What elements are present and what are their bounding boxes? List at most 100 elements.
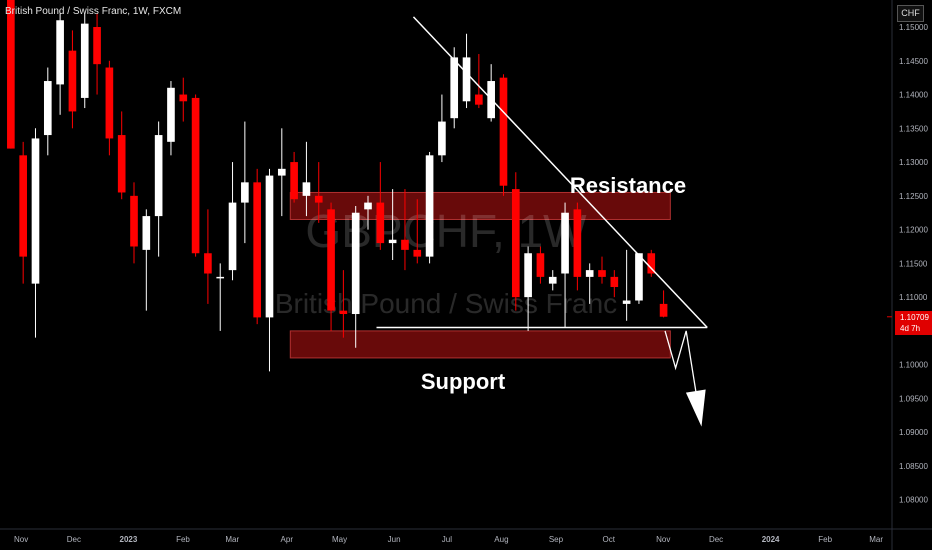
candle xyxy=(241,121,249,244)
candle-body xyxy=(31,138,40,284)
candle-body xyxy=(635,253,643,301)
price-tick-label: 1.13000 xyxy=(899,158,928,167)
candle-body xyxy=(401,239,409,250)
candle xyxy=(105,60,114,156)
candle xyxy=(179,77,188,122)
support-label: Support xyxy=(421,369,506,394)
candle-body xyxy=(290,162,298,200)
candle-body xyxy=(462,57,471,102)
candle-body xyxy=(585,270,594,277)
candle-body xyxy=(43,81,52,136)
candle xyxy=(302,141,311,217)
candle xyxy=(204,209,212,304)
projection-path xyxy=(664,330,701,419)
resistance-label: Resistance xyxy=(570,173,686,198)
candles-layer xyxy=(7,0,668,372)
last-price-value: 1.10709 xyxy=(900,312,929,322)
candle xyxy=(364,195,372,230)
candle xyxy=(536,246,545,284)
price-tick-label: 1.12500 xyxy=(899,192,928,201)
candle-body xyxy=(7,0,15,149)
candle-body xyxy=(499,77,508,186)
price-tick-label: 1.08500 xyxy=(899,462,928,471)
candle-body xyxy=(277,168,286,176)
candle xyxy=(80,13,89,109)
candle xyxy=(548,270,557,291)
candle xyxy=(167,81,175,156)
watermark-name: British Pound / Swiss Franc xyxy=(275,288,617,319)
candle-body xyxy=(511,189,520,298)
time-axis[interactable]: Nov Dec 2023 Feb Mar Apr May Jun Jul Aug Sep Oct Nov… xyxy=(0,528,932,544)
candle-body xyxy=(314,195,323,203)
candle xyxy=(511,172,520,311)
candle-body xyxy=(425,155,434,257)
candle-body xyxy=(573,209,582,277)
candle xyxy=(290,151,298,203)
candle xyxy=(277,128,286,217)
candle-body xyxy=(228,202,237,271)
time-tick-label: Dec xyxy=(709,535,723,544)
symbol-name: British Pound / Swiss Franc xyxy=(5,6,128,17)
candle-body xyxy=(475,94,483,105)
time-tick-label: Jul xyxy=(442,535,452,544)
time-tick-label: Nov xyxy=(656,535,670,544)
candle xyxy=(524,246,532,331)
exchange-label: FXCM xyxy=(152,6,182,17)
currency-badge[interactable]: CHF xyxy=(897,5,924,22)
candle xyxy=(487,64,495,122)
time-tick-label: Apr xyxy=(281,535,294,544)
time-tick-label: Sep xyxy=(549,535,564,544)
candle xyxy=(647,249,656,277)
interval-label[interactable]: 1W xyxy=(132,6,148,17)
candle xyxy=(585,263,594,304)
candle-body xyxy=(327,209,335,311)
candle-body xyxy=(56,20,64,85)
chart-header: British Pound / Swiss Franc, 1W, FXCM xyxy=(5,6,182,17)
candle xyxy=(425,151,434,264)
time-tick-label: Jun xyxy=(388,535,401,544)
candle xyxy=(499,74,508,196)
candle xyxy=(573,202,582,291)
time-tick-label: 2023 xyxy=(120,535,138,544)
price-tick-label: 1.10000 xyxy=(899,361,928,370)
candle xyxy=(610,270,619,298)
candle-body xyxy=(561,212,569,274)
candle xyxy=(154,121,163,257)
candle-body xyxy=(142,216,151,250)
price-tick-label: 1.12000 xyxy=(899,226,928,235)
candle xyxy=(68,30,77,129)
price-tick-label: 1.11000 xyxy=(899,293,928,302)
candle-body xyxy=(659,303,668,317)
time-tick-label: Mar xyxy=(869,535,883,544)
candle xyxy=(376,162,385,250)
price-tick-label: 1.14500 xyxy=(899,57,928,66)
bar-countdown: 4d 7h xyxy=(900,323,921,333)
time-tick-label: Aug xyxy=(494,535,508,544)
candle-body xyxy=(302,182,311,196)
time-tick-label: 2024 xyxy=(762,535,780,544)
candle xyxy=(635,253,643,304)
price-axis[interactable]: 1.15000 1.14500 1.14000 1.13500 1.13000 1.125… xyxy=(887,0,928,550)
candle-body xyxy=(204,253,212,274)
candle xyxy=(191,94,200,257)
candle-body xyxy=(647,253,656,274)
price-tick-label: 1.11500 xyxy=(899,259,928,268)
candle xyxy=(117,111,126,200)
candle xyxy=(561,202,569,328)
projection-arrowhead xyxy=(685,389,706,427)
candle xyxy=(339,270,348,338)
drawings-layer xyxy=(376,16,708,427)
time-tick-label: Oct xyxy=(603,535,616,544)
price-tick-label: 1.09500 xyxy=(899,394,928,403)
price-tick-label: 1.09000 xyxy=(899,428,928,437)
candle-body xyxy=(450,57,459,119)
price-tick-label: 1.15000 xyxy=(899,23,928,32)
candle-body xyxy=(179,94,188,102)
candle xyxy=(622,249,631,321)
candle-body xyxy=(241,182,249,203)
candle-body xyxy=(524,253,532,298)
candle-body xyxy=(19,155,27,257)
candle-body xyxy=(93,27,101,65)
price-tick-label: 1.14000 xyxy=(899,91,928,100)
